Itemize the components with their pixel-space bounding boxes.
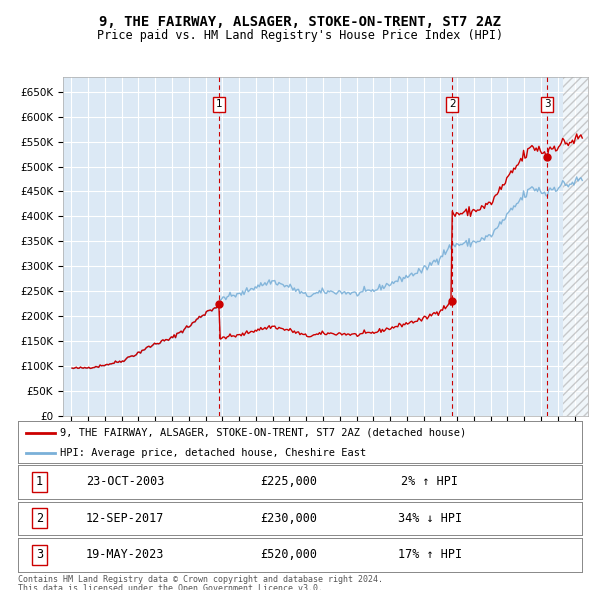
Text: 34% ↓ HPI: 34% ↓ HPI	[398, 512, 462, 525]
Text: 12-SEP-2017: 12-SEP-2017	[86, 512, 164, 525]
Text: £225,000: £225,000	[260, 475, 317, 489]
Text: 9, THE FAIRWAY, ALSAGER, STOKE-ON-TRENT, ST7 2AZ (detached house): 9, THE FAIRWAY, ALSAGER, STOKE-ON-TRENT,…	[60, 428, 467, 438]
Text: 1: 1	[36, 475, 43, 489]
Text: 9, THE FAIRWAY, ALSAGER, STOKE-ON-TRENT, ST7 2AZ: 9, THE FAIRWAY, ALSAGER, STOKE-ON-TRENT,…	[99, 15, 501, 29]
Text: 2: 2	[36, 512, 43, 525]
Text: £230,000: £230,000	[260, 512, 317, 525]
Text: Price paid vs. HM Land Registry's House Price Index (HPI): Price paid vs. HM Land Registry's House …	[97, 30, 503, 42]
Text: 2% ↑ HPI: 2% ↑ HPI	[401, 475, 458, 489]
Bar	[563, 77, 596, 416]
Text: £520,000: £520,000	[260, 548, 317, 562]
Text: 17% ↑ HPI: 17% ↑ HPI	[398, 548, 462, 562]
Text: This data is licensed under the Open Government Licence v3.0.: This data is licensed under the Open Gov…	[18, 584, 323, 590]
Text: 1: 1	[216, 99, 223, 109]
Text: 3: 3	[36, 548, 43, 562]
Text: 3: 3	[544, 99, 551, 109]
Text: 2: 2	[449, 99, 455, 109]
Text: Contains HM Land Registry data © Crown copyright and database right 2024.: Contains HM Land Registry data © Crown c…	[18, 575, 383, 584]
Text: 19-MAY-2023: 19-MAY-2023	[86, 548, 164, 562]
Bar	[563, 77, 596, 416]
Text: 23-OCT-2003: 23-OCT-2003	[86, 475, 164, 489]
Text: HPI: Average price, detached house, Cheshire East: HPI: Average price, detached house, Ches…	[60, 448, 367, 457]
